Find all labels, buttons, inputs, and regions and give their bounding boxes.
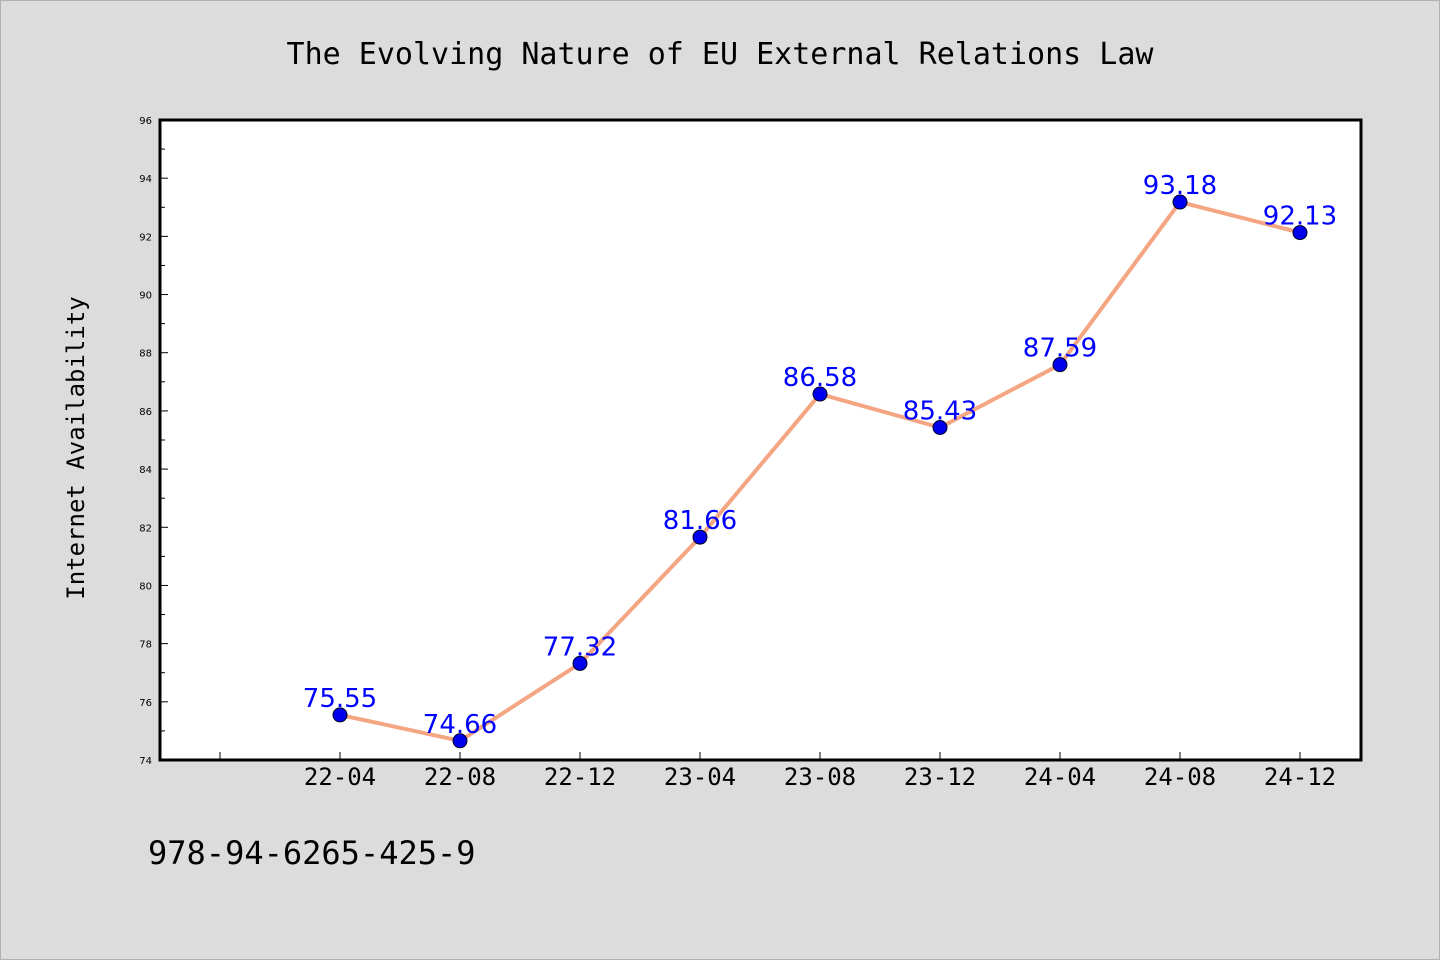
y-tick-label: 84 — [139, 465, 152, 476]
data-label: 93.18 — [1143, 171, 1217, 201]
data-label: 77.32 — [543, 632, 617, 662]
chart-title: The Evolving Nature of EU External Relat… — [287, 37, 1155, 72]
y-tick-label: 80 — [139, 581, 152, 592]
y-tick-label: 76 — [139, 698, 152, 709]
x-tick-label: 23-12 — [904, 763, 976, 791]
data-label: 92.13 — [1263, 202, 1337, 232]
x-axis: 22-04 22-08 22-12 23-04 23-08 23-12 24-04 24-08… — [219, 752, 1336, 791]
data-label: 81.66 — [663, 506, 737, 536]
data-label: 87.59 — [1023, 334, 1097, 364]
data-point — [452, 733, 468, 749]
x-tick-label: 24-08 — [1144, 763, 1216, 791]
data-label: 74.66 — [423, 710, 497, 740]
y-tick-label: 74 — [139, 756, 152, 767]
y-tick-label: 94 — [139, 174, 152, 185]
data-point — [332, 707, 348, 723]
data-point — [932, 419, 948, 435]
data-point — [572, 655, 588, 671]
data-point — [692, 529, 708, 545]
x-tick-label: 22-04 — [304, 763, 376, 791]
x-tick-label: 23-08 — [784, 763, 856, 791]
y-tick-label: 96 — [139, 116, 152, 127]
x-tick-label: 24-12 — [1264, 763, 1336, 791]
y-axis: 74 76 78 80 82 84 86 88 90 92 94 96 — [139, 116, 168, 767]
data-point — [812, 386, 828, 402]
x-tick-label: 23-04 — [664, 763, 736, 791]
y-tick-label: 92 — [139, 232, 152, 243]
data-point — [1172, 194, 1188, 210]
data-label: 75.55 — [303, 684, 377, 714]
y-tick-label: 86 — [139, 407, 152, 418]
y-tick-label: 88 — [139, 349, 152, 360]
series-markers — [332, 194, 1308, 749]
data-labels: 75.55 74.66 77.32 81.66 86.58 85.43 87.59 93.18… — [303, 171, 1337, 740]
data-point — [1292, 225, 1308, 241]
data-label: 85.43 — [903, 396, 977, 426]
footer-code: 978-94-6265-425-9 — [148, 834, 476, 872]
x-tick-label: 22-12 — [544, 763, 616, 791]
y-axis-label: Internet Availability — [62, 296, 90, 599]
plot-area — [158, 118, 1363, 762]
x-tick-label: 22-08 — [424, 763, 496, 791]
y-tick-label: 78 — [139, 640, 152, 651]
data-label: 86.58 — [783, 363, 857, 393]
y-tick-label: 82 — [139, 523, 152, 534]
y-tick-label: 90 — [139, 291, 152, 302]
data-point — [1052, 357, 1068, 373]
x-tick-label: 24-04 — [1024, 763, 1096, 791]
